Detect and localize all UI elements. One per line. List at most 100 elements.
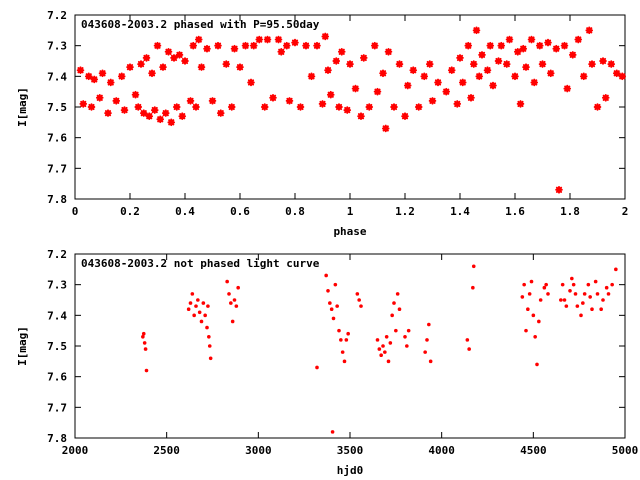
y-tick-label: 7.5 [47, 340, 67, 353]
data-point [544, 38, 552, 47]
data-point [471, 264, 476, 269]
data-point [552, 44, 561, 53]
data-point [137, 60, 145, 68]
data-point [131, 90, 140, 99]
data-point [465, 338, 470, 342]
data-point [313, 41, 321, 50]
data-point [388, 341, 393, 345]
data-point [167, 118, 176, 127]
data-point [359, 54, 368, 62]
data-point [337, 48, 346, 56]
data-point [205, 325, 209, 330]
data-point [403, 81, 412, 90]
data-point [593, 279, 598, 284]
data-point [537, 319, 541, 324]
x-tick-label: 0.6 [230, 205, 250, 218]
data-point [315, 365, 319, 370]
data-point [458, 78, 467, 87]
y-tick-label: 7.8 [47, 432, 67, 445]
data-point [329, 307, 334, 312]
data-point [229, 301, 233, 305]
data-point [234, 304, 239, 308]
data-point [513, 48, 522, 56]
data-point [538, 298, 543, 302]
data-point [328, 301, 332, 305]
data-point [216, 109, 225, 117]
data-point [586, 282, 591, 287]
data-point [535, 362, 539, 367]
x-tick-label: 4000 [428, 444, 455, 457]
data-point [428, 359, 433, 364]
plot-title: 043608-2003.2 not phased light curve [81, 257, 320, 270]
data-point [520, 295, 525, 299]
data-point [104, 109, 112, 117]
data-point [326, 90, 335, 99]
data-point [84, 72, 93, 81]
x-tick-label: 0.4 [175, 205, 195, 218]
data-point [582, 292, 587, 296]
data-point [434, 78, 442, 87]
data-point [563, 84, 572, 93]
data-point [335, 304, 339, 308]
data-point [192, 103, 200, 111]
y-tick-label: 7.8 [47, 193, 67, 206]
data-point [148, 69, 156, 78]
data-point [332, 57, 341, 65]
data-point [395, 60, 404, 68]
data-point [208, 356, 213, 361]
data-point [379, 69, 387, 78]
data-point [489, 81, 497, 90]
data-point [606, 292, 611, 296]
data-point [344, 338, 349, 342]
data-point [469, 60, 478, 68]
data-point [475, 72, 484, 81]
data-point [106, 78, 115, 87]
data-point [255, 35, 264, 44]
data-point [207, 335, 211, 339]
data-point [588, 60, 596, 68]
data-point [225, 279, 229, 284]
data-point [186, 97, 195, 105]
data-point [351, 84, 360, 93]
data-point [571, 282, 576, 287]
data-point [442, 87, 451, 96]
data-point [397, 307, 402, 312]
data-point [359, 304, 363, 308]
data-point [423, 350, 427, 354]
y-axis-label: I[mag] [16, 326, 29, 366]
data-point [175, 51, 184, 59]
data-point [197, 63, 206, 71]
data-point [614, 267, 618, 272]
data-point [599, 307, 603, 312]
data-point [612, 69, 621, 78]
data-point [384, 335, 389, 339]
data-point [236, 63, 244, 71]
data-point [524, 328, 528, 333]
data-point [263, 35, 272, 44]
y-tick-label: 7.5 [47, 101, 67, 114]
y-tick-label: 7.3 [47, 40, 67, 53]
data-point [544, 282, 548, 287]
x-tick-label: 0.2 [120, 205, 140, 218]
x-tick-label: 2500 [153, 444, 180, 457]
data-point [527, 292, 532, 296]
data-point [522, 282, 526, 287]
data-point [535, 41, 544, 50]
y-tick-label: 7.7 [47, 162, 67, 175]
plot-title: 043608-2003.2 phased with P=95.50day [81, 18, 320, 31]
data-point [260, 103, 269, 111]
data-point [542, 285, 547, 290]
data-point [145, 112, 154, 120]
data-point [126, 63, 134, 71]
data-point [472, 26, 481, 35]
data-point [230, 319, 235, 324]
data-point [230, 44, 239, 53]
data-point [164, 48, 173, 56]
data-point [222, 60, 231, 68]
data-point [207, 344, 212, 348]
data-point [241, 41, 250, 50]
x-tick-label: 3500 [337, 444, 364, 457]
data-point [533, 335, 537, 339]
data-point [562, 298, 567, 302]
